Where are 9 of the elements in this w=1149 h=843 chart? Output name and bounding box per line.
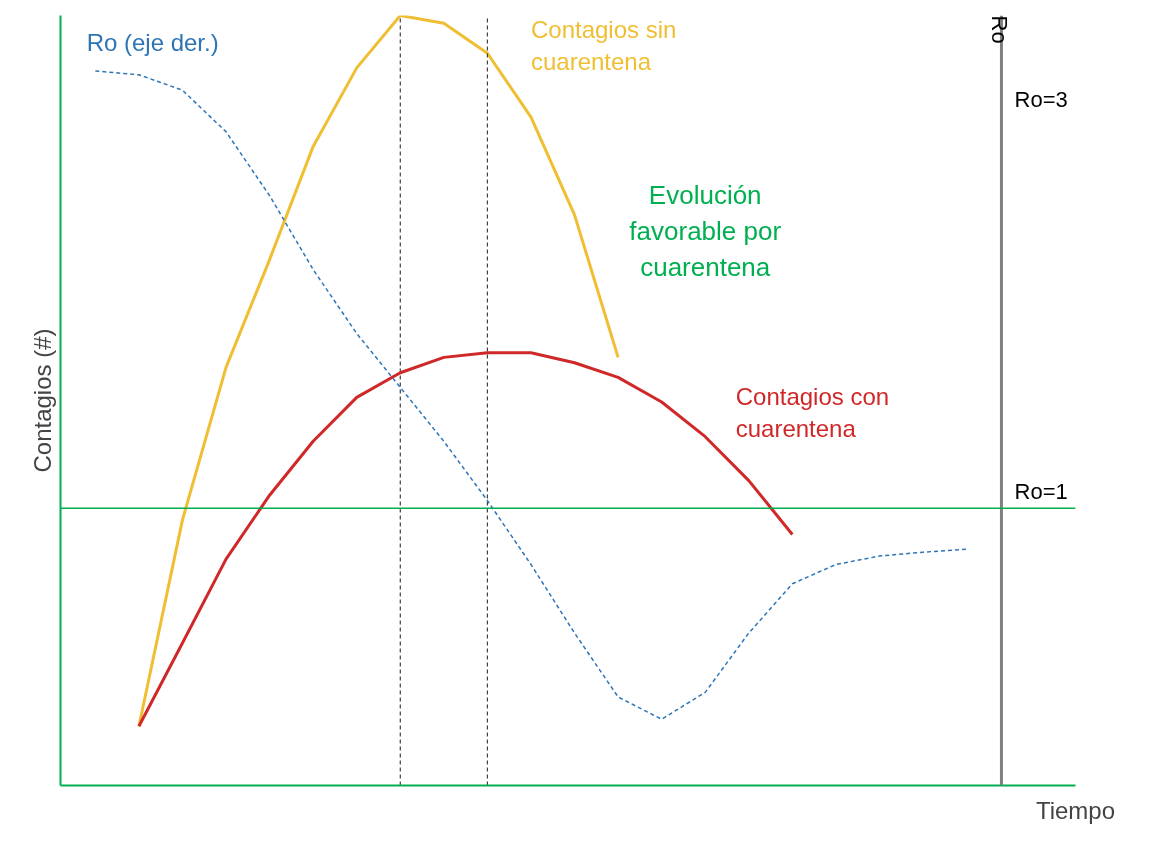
series-label: Contagios sin cuarentena: [530, 15, 677, 75]
series-label: Contagios con cuarentena: [735, 382, 890, 443]
y2-axis-title: Ro: [987, 15, 1013, 44]
series-label: Ro (eje der.): [86, 28, 219, 56]
y-axis-title: Contagios (#): [28, 328, 56, 473]
annotation: Evolución favorable por cuarentena: [629, 180, 782, 283]
x-axis-title: Tiempo: [1035, 796, 1116, 824]
text: Ro=3: [1014, 86, 1068, 112]
text: Ro=1: [1014, 479, 1068, 505]
